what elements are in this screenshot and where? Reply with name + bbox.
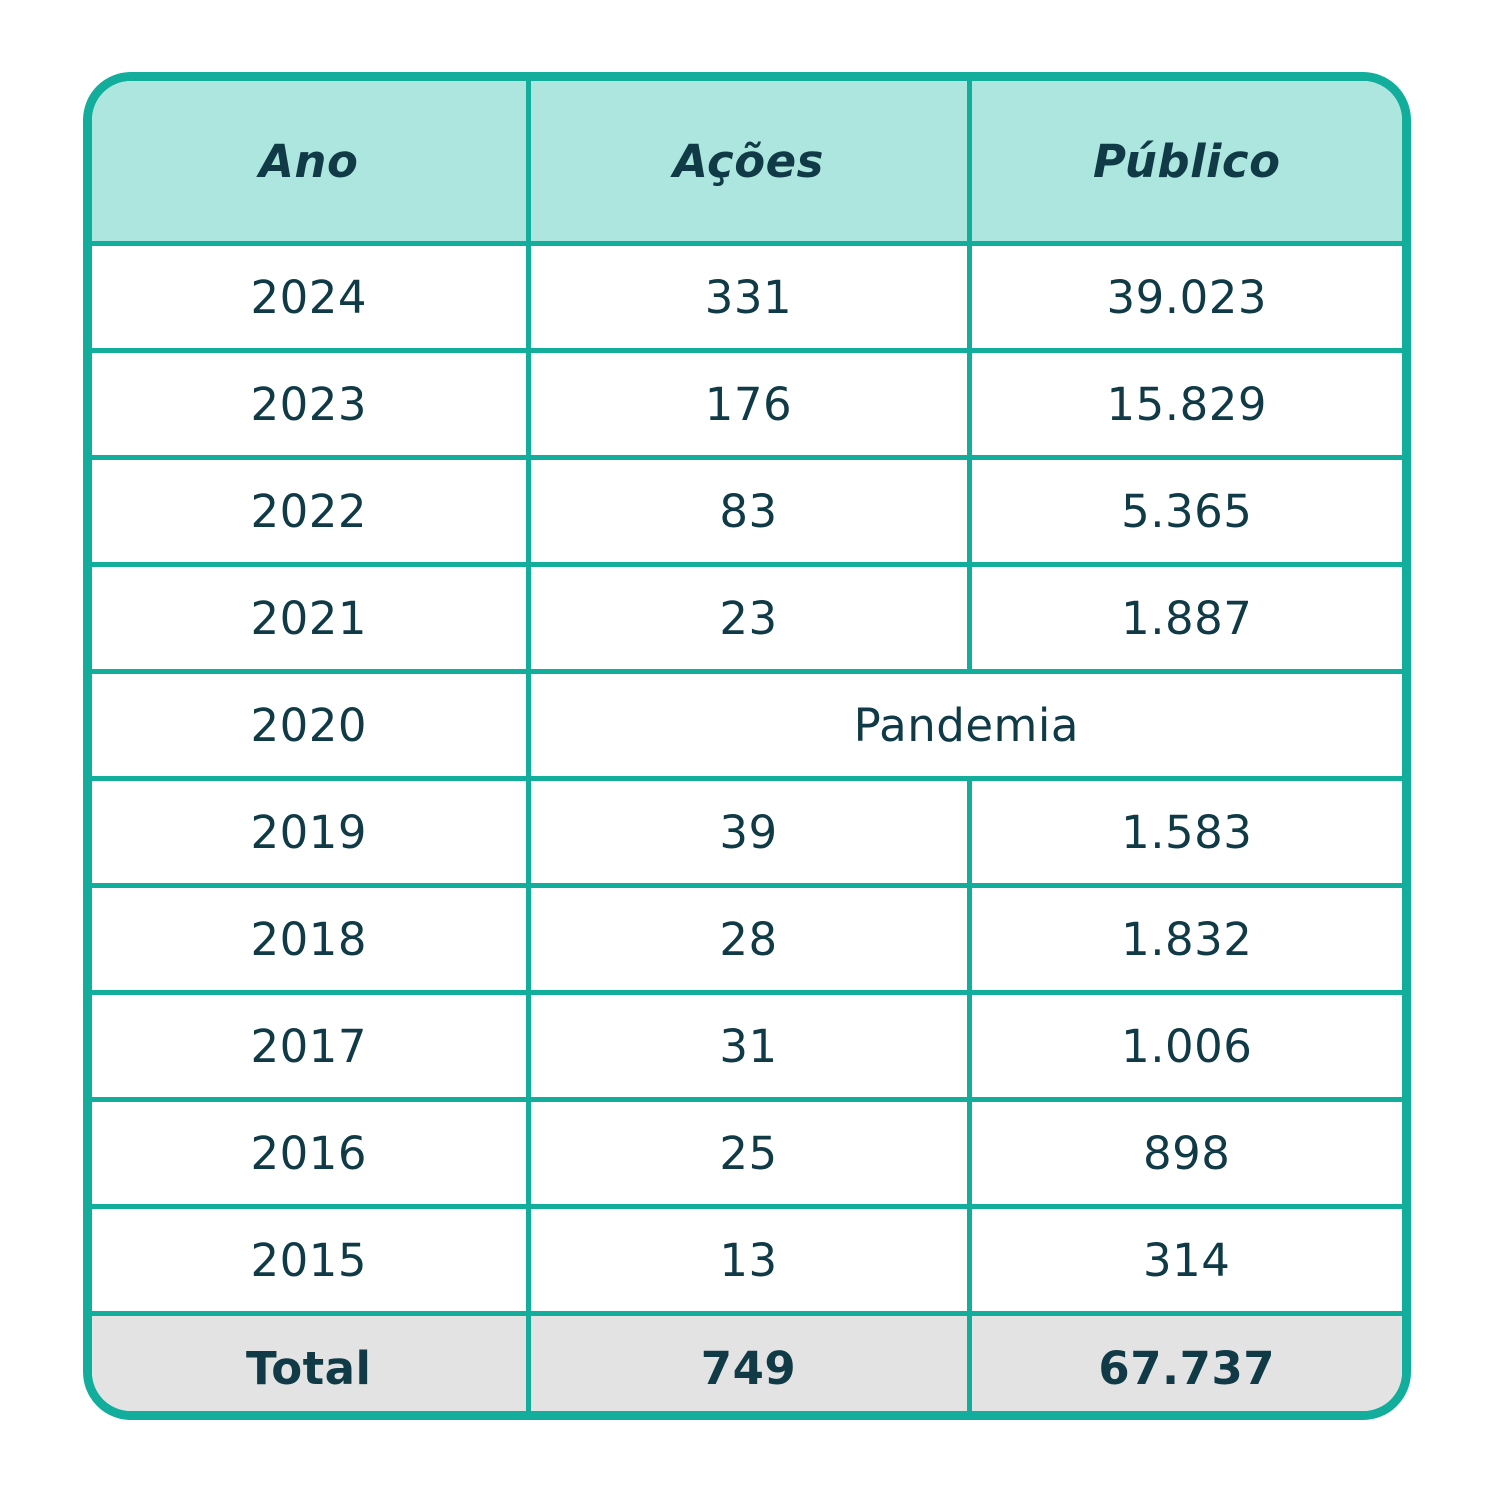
data-table: Ano Ações Público 2024 331 39.023 2023 1… bbox=[92, 81, 1402, 1411]
cell-acoes: 13 bbox=[525, 1204, 972, 1316]
data-table-frame: Ano Ações Público 2024 331 39.023 2023 1… bbox=[83, 72, 1411, 1420]
cell-acoes: 331 bbox=[525, 241, 972, 353]
cell-ano: 2023 bbox=[92, 348, 531, 460]
column-header-acoes: Ações bbox=[525, 81, 972, 246]
cell-publico: 898 bbox=[966, 1097, 1402, 1209]
table-row: 2019 39 1.583 bbox=[92, 776, 1402, 888]
table-row: 2015 13 314 bbox=[92, 1204, 1402, 1316]
cell-acoes: 25 bbox=[525, 1097, 972, 1209]
table-header-row: Ano Ações Público bbox=[92, 81, 1402, 246]
column-header-publico: Público bbox=[966, 81, 1402, 246]
cell-acoes: 28 bbox=[525, 883, 972, 995]
table-row: 2018 28 1.832 bbox=[92, 883, 1402, 995]
cell-acoes: 39 bbox=[525, 776, 972, 888]
table-row: 2017 31 1.006 bbox=[92, 990, 1402, 1102]
cell-ano: 2017 bbox=[92, 990, 531, 1102]
table-row: 2022 83 5.365 bbox=[92, 455, 1402, 567]
cell-ano: 2015 bbox=[92, 1204, 531, 1316]
cell-publico: 1.006 bbox=[966, 990, 1402, 1102]
cell-total-publico: 67.737 bbox=[966, 1311, 1402, 1411]
cell-acoes: 83 bbox=[525, 455, 972, 567]
table-row: 2021 23 1.887 bbox=[92, 562, 1402, 674]
table-total-row: Total 749 67.737 bbox=[92, 1311, 1402, 1411]
cell-total-label: Total bbox=[92, 1311, 531, 1411]
cell-ano: 2020 bbox=[92, 669, 531, 781]
table-row: 2024 331 39.023 bbox=[92, 241, 1402, 353]
cell-publico: 1.832 bbox=[966, 883, 1402, 995]
table-row-pandemic: 2020 Pandemia bbox=[92, 669, 1402, 781]
cell-pandemic-note: Pandemia bbox=[525, 669, 1402, 781]
cell-ano: 2019 bbox=[92, 776, 531, 888]
cell-total-acoes: 749 bbox=[525, 1311, 972, 1411]
cell-ano: 2018 bbox=[92, 883, 531, 995]
cell-publico: 15.829 bbox=[966, 348, 1402, 460]
cell-ano: 2022 bbox=[92, 455, 531, 567]
cell-publico: 314 bbox=[966, 1204, 1402, 1316]
cell-publico: 39.023 bbox=[966, 241, 1402, 353]
cell-publico: 5.365 bbox=[966, 455, 1402, 567]
cell-publico: 1.887 bbox=[966, 562, 1402, 674]
cell-acoes: 23 bbox=[525, 562, 972, 674]
cell-publico: 1.583 bbox=[966, 776, 1402, 888]
table-row: 2023 176 15.829 bbox=[92, 348, 1402, 460]
cell-acoes: 31 bbox=[525, 990, 972, 1102]
cell-ano: 2016 bbox=[92, 1097, 531, 1209]
cell-ano: 2021 bbox=[92, 562, 531, 674]
cell-acoes: 176 bbox=[525, 348, 972, 460]
column-header-ano: Ano bbox=[92, 81, 531, 246]
cell-ano: 2024 bbox=[92, 241, 531, 353]
table-row: 2016 25 898 bbox=[92, 1097, 1402, 1209]
